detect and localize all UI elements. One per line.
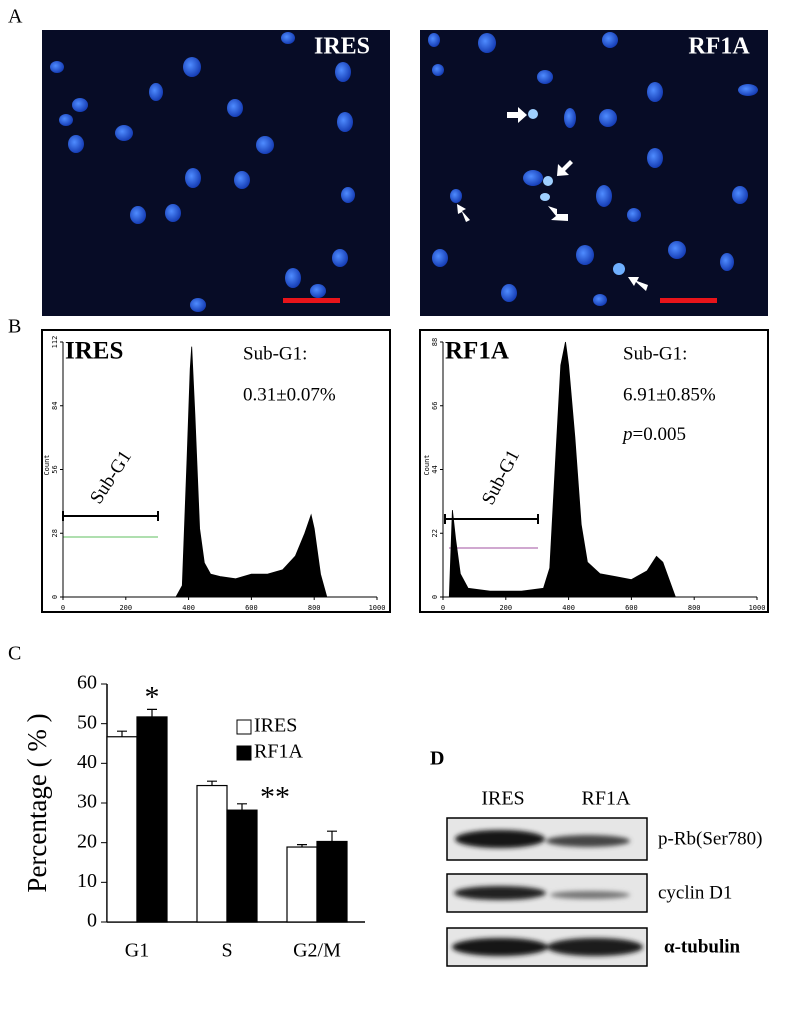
image-label: IRES [314,34,370,60]
bar [316,840,348,923]
y-tick-label: 44 [431,465,439,473]
y-tick-label: 0 [51,595,59,599]
x-tick-label: S [221,940,232,962]
legend-label: IRES [254,715,297,737]
y-tick-label: 28 [51,529,59,537]
annotation: 6.91±0.85% [623,384,716,405]
error-bar [147,708,157,717]
y-tick-label: 10 [77,870,97,892]
plot-title: RF1A [445,338,509,365]
bar [226,809,258,923]
plot-frame [41,329,391,613]
blot-column-label: IRES [481,788,524,810]
x-tick-label: 600 [625,604,638,612]
panel-label: A [8,6,23,28]
legend-swatch [236,745,252,761]
annotation: 0.31±0.07% [243,384,336,405]
legend-label: RF1A [254,741,303,763]
x-tick-label: 600 [245,604,258,612]
y-tick-label: 50 [77,711,97,733]
error-bar [327,830,337,842]
p-symbol: p [621,424,633,445]
bar [286,846,318,923]
x-tick-label: 400 [182,604,195,612]
y-tick-label: 30 [77,791,97,813]
error-bar [207,780,217,786]
y-tick-label: 22 [431,529,439,537]
x-tick-label: 400 [562,604,575,612]
bar [106,736,138,923]
plot-title: IRES [65,338,123,365]
x-tick-label: 0 [61,604,65,612]
x-tick-label: G1 [125,940,149,962]
x-tick-label: 200 [119,604,132,612]
y-tick-label: 112 [51,336,59,349]
bar [136,716,168,923]
y-tick-label: 60 [77,672,97,694]
marker-line [63,536,538,549]
error-bar [117,730,127,737]
significance-mark: * [145,680,160,713]
y-axis-label: Count [423,454,431,475]
x-tick-label: 800 [688,604,701,612]
y-tick-label: 0 [431,595,439,599]
y-tick-label: 20 [77,830,97,852]
annotation: p=0.005 [621,424,686,445]
histogram [443,341,757,598]
plot-frame [419,329,769,613]
y-tick-label: 56 [51,465,59,473]
blot-column-label: RF1A [582,788,631,810]
micrograph [420,30,768,316]
blot-row-label: α-tubulin [664,936,741,957]
legend-swatch [236,719,252,735]
micrograph [42,30,390,316]
blot-row-label: cyclin D1 [658,882,732,903]
x-tick-label: 200 [499,604,512,612]
p-value: =0.005 [633,424,686,445]
panel-label: B [8,316,21,338]
annotation: Sub-G1: [623,343,687,364]
annotation: Sub-G1: [243,343,307,364]
x-tick-label: G2/M [293,940,341,962]
x-tick-label: 800 [308,604,321,612]
y-axis-label: Count [43,454,51,475]
blot-row-label: p-Rb(Ser780) [658,828,762,849]
x-tick-label: 0 [441,604,445,612]
y-tick-label: 88 [431,338,439,346]
y-tick-label: 40 [77,751,97,773]
bar [196,784,228,923]
y-tick-label: 0 [87,910,97,932]
panel-label: C [8,643,21,665]
western-blot [446,817,648,967]
x-tick-label: 1000 [369,604,386,612]
y-axis-label: Percentage ( % ) [22,713,52,892]
y-tick-label: 84 [51,402,59,410]
image-label: RF1A [688,34,750,60]
y-tick-label: 66 [431,402,439,410]
x-tick-label: 1000 [749,604,766,612]
histogram [63,346,377,598]
error-bar [237,803,247,811]
panel-label: D [430,748,444,770]
error-bar [297,844,307,848]
significance-mark: ** [260,781,290,814]
